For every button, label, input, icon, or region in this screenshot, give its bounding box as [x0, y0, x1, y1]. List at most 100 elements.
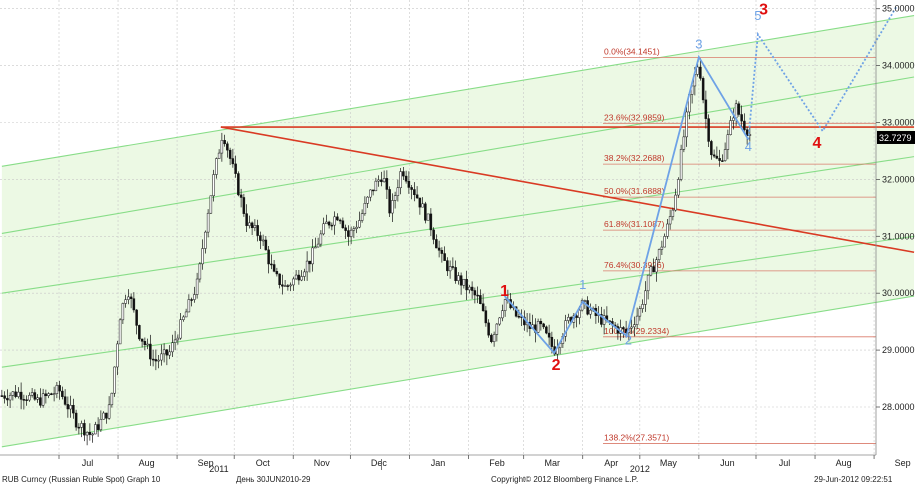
candle-body	[492, 334, 496, 342]
wave-label-red: 4	[812, 135, 821, 152]
candle-body	[289, 284, 292, 287]
candle-body	[245, 213, 248, 226]
candle-body	[74, 412, 78, 428]
candle-body	[149, 343, 152, 360]
candle-body	[498, 317, 501, 325]
candle-body	[286, 285, 290, 287]
candle-body	[162, 349, 166, 355]
candle-body	[217, 152, 221, 159]
candle-body	[567, 317, 570, 321]
candle-body	[259, 235, 262, 241]
candle-body	[187, 299, 191, 313]
wave-path-solid	[503, 54, 750, 355]
candle-body	[440, 250, 444, 254]
candle-body	[28, 395, 31, 401]
x-tick-label: Jul	[779, 458, 791, 468]
candle-body	[718, 158, 721, 161]
candle-body	[432, 229, 435, 240]
candle-body	[589, 309, 592, 315]
candle-body	[212, 174, 215, 197]
candle-body	[652, 266, 655, 273]
candle-body	[303, 271, 306, 277]
fib-level-label: 100.0%(29.2334)	[604, 326, 669, 336]
candle-body	[50, 393, 53, 395]
candle-body	[256, 225, 259, 236]
candle-body	[663, 236, 666, 248]
candle-body	[745, 129, 749, 136]
wave-label-red: 2	[552, 357, 561, 374]
candle-body	[542, 323, 545, 328]
candle-body	[209, 195, 213, 214]
candle-body	[116, 343, 119, 368]
candle-body	[699, 66, 702, 79]
candle-body	[388, 189, 391, 214]
candle-body	[195, 278, 199, 295]
fib-level-label: 76.4%(30.3926)	[604, 260, 665, 270]
candle-body	[267, 249, 270, 265]
candle-body	[732, 117, 735, 121]
candle-body	[429, 213, 433, 231]
candle-body	[707, 118, 710, 142]
candle-body	[19, 391, 23, 400]
candle-body	[363, 203, 367, 214]
candle-body	[44, 393, 48, 397]
x-tick-label: Nov	[314, 458, 331, 468]
candle-body	[72, 405, 75, 414]
candle-body	[69, 405, 72, 410]
fib-level-label: 0.0%(34.1451)	[604, 46, 660, 56]
candle-body	[371, 189, 375, 192]
candle-body	[660, 246, 664, 250]
candle-body	[407, 180, 411, 188]
candle-body	[113, 366, 116, 394]
candle-body	[734, 103, 738, 119]
candle-body	[437, 247, 441, 251]
candle-body	[501, 310, 504, 319]
candle-body	[712, 154, 716, 157]
candle-body	[391, 200, 394, 214]
candle-body	[481, 303, 485, 311]
footer-copyright: Copyright© 2012 Bloomberg Finance L.P.	[491, 475, 639, 484]
candle-body	[228, 149, 232, 159]
candle-body	[322, 223, 325, 235]
candle-body	[737, 103, 741, 115]
candle-body	[281, 284, 284, 287]
candle-body	[275, 271, 279, 275]
candle-body	[77, 426, 81, 429]
candle-body	[600, 314, 603, 325]
candle-body	[305, 260, 309, 273]
candle-body	[459, 275, 463, 286]
candle-body	[696, 66, 699, 75]
candle-body	[143, 341, 147, 346]
candle-body	[176, 337, 180, 341]
candle-body	[278, 273, 281, 285]
candle-body	[655, 259, 658, 273]
candle-body	[308, 260, 312, 265]
candle-body	[160, 353, 163, 361]
wave-path-dotted	[747, 5, 898, 140]
candle-body	[413, 189, 416, 196]
candle-body	[14, 391, 17, 397]
candle-body	[382, 178, 386, 183]
candle-body	[578, 309, 581, 318]
candle-body	[633, 324, 636, 328]
candle-body	[740, 114, 743, 122]
candle-body	[657, 249, 661, 260]
candle-body	[638, 308, 642, 317]
candle-body	[314, 246, 317, 249]
candle-body	[198, 263, 202, 280]
candle-body	[495, 323, 499, 335]
candle-body	[701, 78, 705, 101]
candle-body	[448, 266, 452, 272]
candle-body	[457, 275, 460, 281]
candle-body	[468, 286, 471, 291]
candle-body	[344, 227, 347, 231]
candle-body	[8, 395, 12, 401]
x-tick-label: Jan	[431, 458, 446, 468]
x-tick-label: Dec	[371, 458, 388, 468]
candle-body	[63, 396, 67, 405]
candle-body	[253, 225, 257, 229]
candle-body	[545, 326, 548, 334]
candle-body	[399, 171, 402, 189]
candle-body	[154, 359, 158, 362]
